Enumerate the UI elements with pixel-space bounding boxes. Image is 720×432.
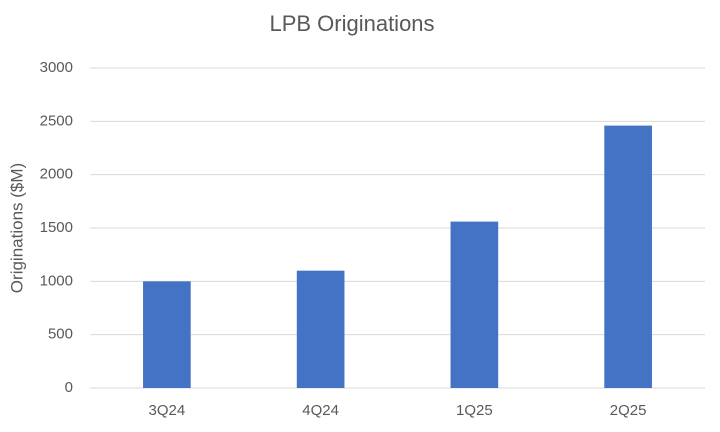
y-tick-label: 2500 — [40, 112, 73, 129]
y-tick-label: 2000 — [40, 166, 73, 183]
x-tick-label: 1Q25 — [456, 402, 493, 419]
y-tick-label: 0 — [65, 379, 73, 396]
y-tick-label: 500 — [48, 326, 73, 343]
x-tick-label: 2Q25 — [610, 402, 647, 419]
x-tick-label: 3Q24 — [149, 402, 186, 419]
y-axis-label: Originations ($M) — [7, 163, 26, 293]
y-tick-label: 1000 — [40, 272, 73, 289]
bar — [450, 221, 499, 388]
bar — [604, 125, 652, 388]
x-tick-label: 4Q24 — [302, 402, 339, 419]
y-tick-label: 1500 — [40, 219, 73, 236]
bar — [296, 270, 345, 388]
bar — [143, 281, 191, 388]
chart-title: LPB Originations — [269, 11, 434, 36]
y-tick-label: 3000 — [40, 59, 73, 76]
